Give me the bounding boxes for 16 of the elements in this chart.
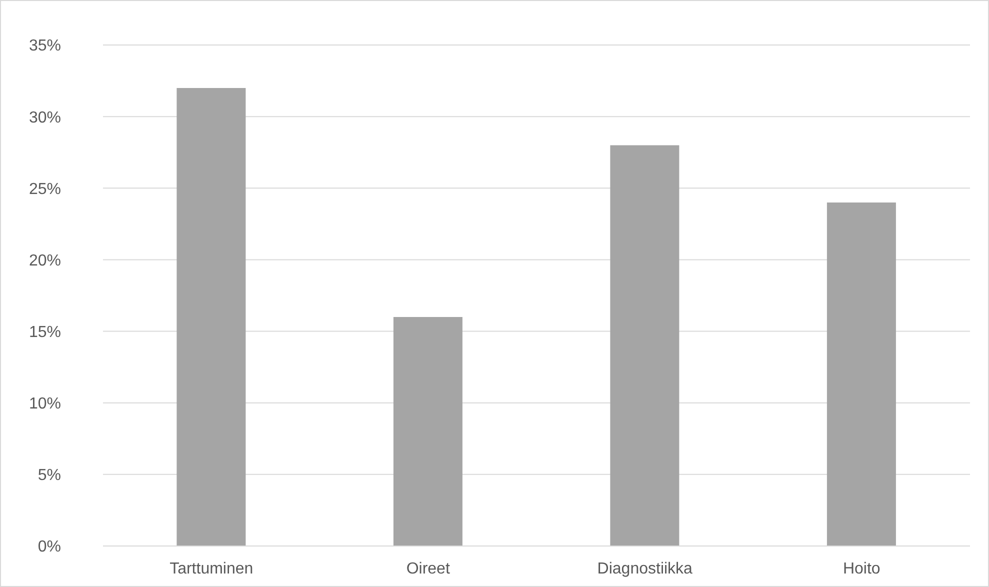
y-tick-label: 35% — [28, 38, 61, 55]
bar — [826, 202, 896, 546]
x-tick-label: Oireet — [406, 560, 450, 578]
y-tick-label: 5% — [38, 467, 61, 484]
bar — [610, 145, 680, 546]
bar — [176, 88, 246, 546]
y-tick-label: 10% — [28, 396, 61, 413]
y-tick-label: 25% — [28, 180, 61, 198]
x-tick-label: Hoito — [842, 560, 880, 578]
y-tick-label: 20% — [28, 252, 61, 270]
y-tick-label: 30% — [28, 109, 61, 126]
bar — [393, 316, 462, 546]
x-tick-label: Diagnostiikka — [597, 560, 693, 578]
x-tick-label: Tarttuminen — [170, 560, 254, 578]
y-tick-label: 0% — [38, 538, 61, 556]
y-tick-label: 15% — [28, 324, 61, 341]
